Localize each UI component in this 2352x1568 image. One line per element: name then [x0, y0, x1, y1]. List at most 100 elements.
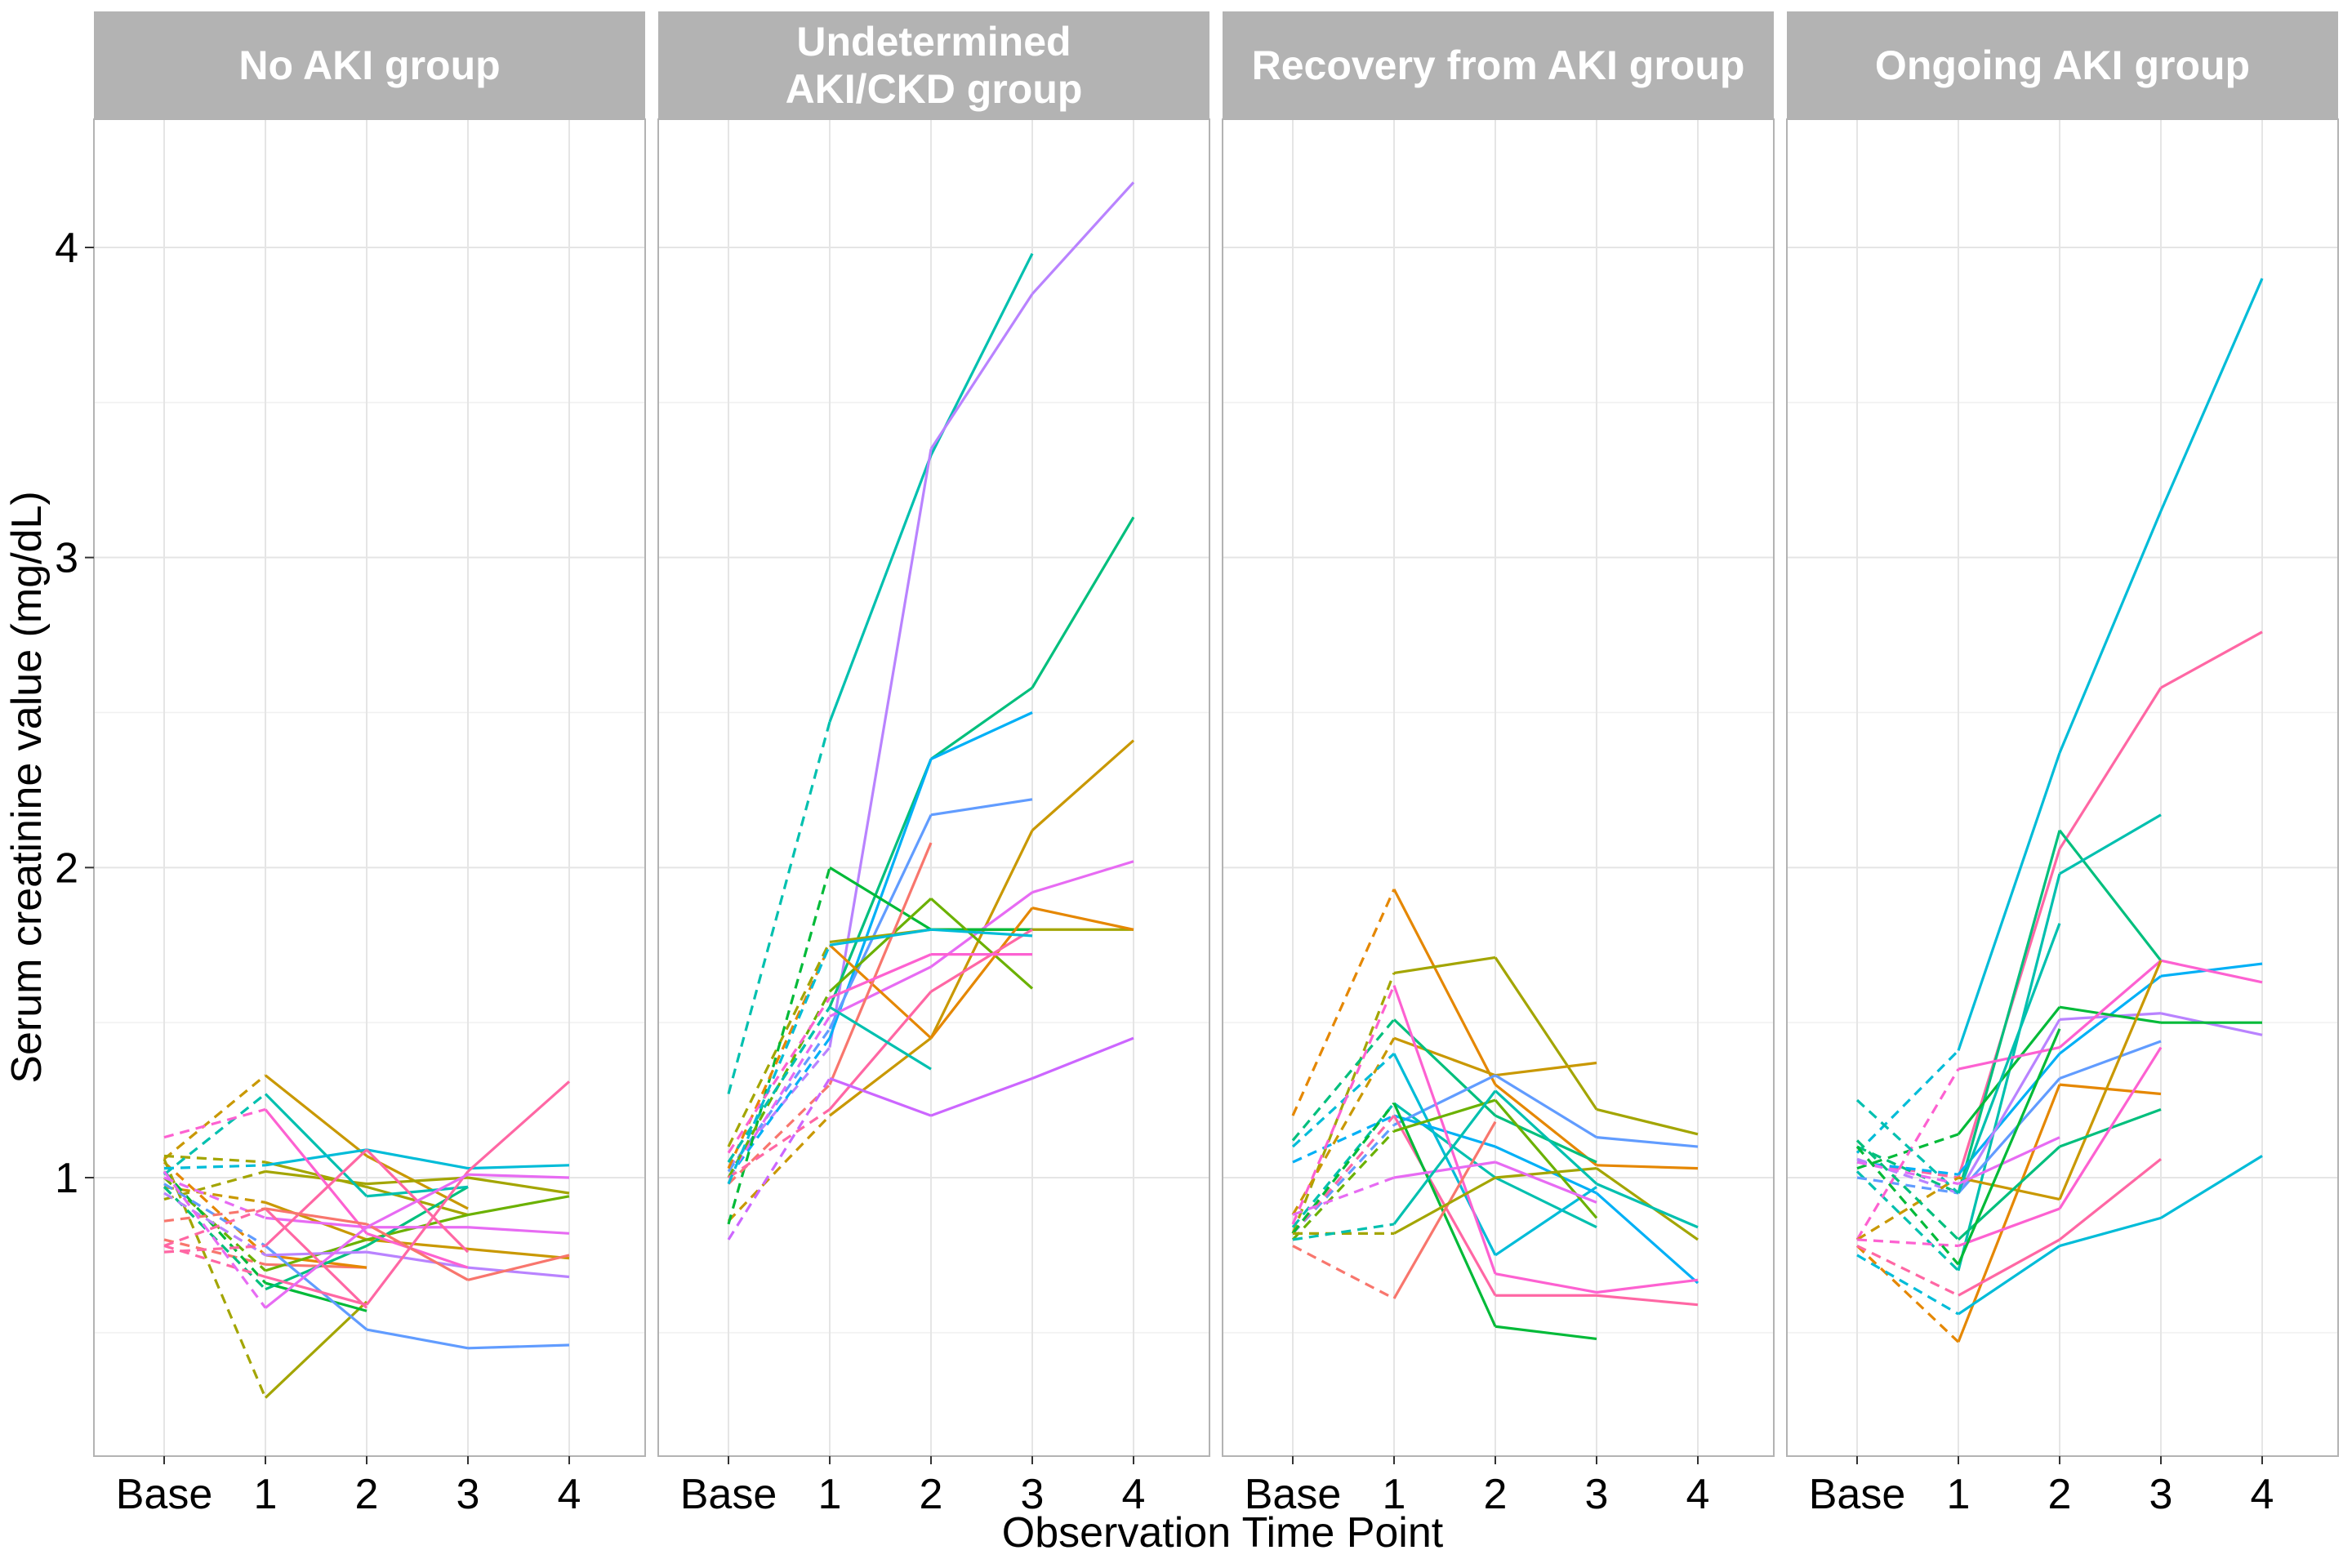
line-segment: [1393, 1160, 1496, 1179]
x-tick-label: 3: [457, 1471, 480, 1518]
dashed-baseline-segment: [727, 1046, 831, 1169]
line-segment: [265, 1238, 368, 1272]
facet-title: Ongoing AKI group: [1875, 42, 2250, 88]
line-segment: [828, 944, 933, 1040]
series-line: [727, 739, 1135, 1223]
series-line: [1291, 889, 1699, 1170]
line-segment: [828, 842, 933, 1085]
dashed-baseline-segment: [727, 941, 831, 1147]
line-segment: [828, 814, 933, 1030]
line-segment: [2059, 813, 2162, 875]
series-line: [1292, 1089, 1699, 1241]
dashed-baseline-segment: [163, 1183, 266, 1247]
line-segment: [828, 991, 933, 1111]
line-segment: [265, 1169, 368, 1186]
line-segment: [930, 928, 1033, 993]
line-segment: [829, 953, 932, 1000]
line-segment: [929, 293, 1034, 450]
line-segment: [1958, 1136, 2060, 1186]
line-segment: [828, 898, 933, 993]
line-segment: [1957, 1018, 2061, 1194]
line-segment: [1957, 752, 2061, 1051]
line-segment: [265, 1250, 368, 1257]
line-segment: [467, 1195, 570, 1217]
dashed-baseline-segment: [1856, 1176, 1959, 1195]
line-segment: [929, 830, 1034, 1039]
line-segment: [1494, 1325, 1597, 1341]
x-tick-label: 1: [254, 1471, 278, 1518]
series-line: [727, 181, 1135, 1169]
series-line: [1291, 1098, 1598, 1241]
line-segment: [1958, 1207, 2060, 1248]
line-segment: [366, 1186, 469, 1247]
line-segment: [265, 1281, 368, 1312]
line-segment: [1494, 1176, 1597, 1229]
series-line: [727, 1005, 932, 1163]
x-tick-label: Base: [1245, 1471, 1342, 1518]
x-tick-label: 4: [2251, 1471, 2274, 1518]
line-segment: [264, 1300, 368, 1399]
series-line: [1855, 923, 2061, 1195]
y-axis-title: Serum creatinine value (mg/dL): [3, 491, 51, 1083]
y-tick-label: 3: [55, 535, 78, 582]
dashed-baseline-segment: [1291, 1129, 1396, 1241]
line-segment: [1393, 956, 1496, 975]
line-segment: [829, 1077, 932, 1117]
dashed-baseline-segment: [163, 1170, 267, 1285]
line-segment: [1958, 1238, 2060, 1297]
dashed-baseline-segment: [727, 1006, 831, 1163]
panel-background: [1223, 119, 1774, 1456]
dashed-baseline-segment: [1856, 1145, 1959, 1195]
line-segment: [366, 1328, 469, 1350]
series-line: [163, 1183, 570, 1350]
line-segment: [366, 1176, 469, 1186]
x-tick-label: 2: [920, 1471, 943, 1518]
line-segment: [1393, 1098, 1496, 1133]
line-segment: [929, 898, 1034, 990]
line-segment: [828, 758, 933, 1008]
series-line: [1856, 960, 2163, 1241]
line-segment: [1596, 1167, 1699, 1241]
line-segment: [1031, 181, 1135, 296]
panel-4: Ongoing AKI group Base 1 2 3 4: [1786, 11, 2339, 1518]
line-segment: [264, 1148, 368, 1247]
dashed-baseline-segment: [163, 1207, 266, 1248]
dashed-baseline-segment: [1855, 1139, 1960, 1241]
y-tick-label: 4: [55, 225, 78, 272]
dashed-baseline-segment: [1291, 984, 1396, 1225]
line-segment: [366, 1155, 469, 1210]
x-tick-label: Base: [1809, 1471, 1906, 1518]
x-tick-label: Base: [680, 1471, 777, 1518]
dashed-baseline-segment: [163, 1158, 267, 1399]
line-segment: [2058, 960, 2163, 1049]
line-segment: [2058, 829, 2163, 962]
line-segment: [2059, 1216, 2162, 1248]
dashed-baseline-segment: [163, 1154, 266, 1164]
panel-3: Recovery from AKI group Base 1 2 3 4: [1222, 11, 1775, 1518]
line-segment: [2059, 1083, 2162, 1096]
line-segment: [1596, 1107, 1699, 1136]
panel-2: Undetermined AKI/CKD group Base 1 2 3 4: [657, 11, 1210, 1518]
line-segment: [1494, 1160, 1597, 1204]
facet-strip: [1223, 11, 1774, 119]
line-segment: [1957, 1077, 2061, 1195]
series-line: [727, 928, 1033, 1185]
line-segment: [264, 1093, 368, 1197]
line-segment: [930, 711, 1033, 760]
line-segment: [929, 906, 1034, 1040]
line-segment: [2059, 1012, 2162, 1021]
series-line: [1291, 1102, 1597, 1341]
line-segment: [930, 928, 1033, 938]
line-segment: [1595, 1192, 1699, 1285]
line-segment: [1392, 1089, 1497, 1225]
series-line: [163, 1170, 368, 1312]
line-segment: [467, 1173, 570, 1179]
series-line: [163, 1148, 570, 1170]
series-line: [163, 1093, 469, 1198]
dashed-baseline-segment: [1291, 1102, 1396, 1235]
line-segment: [265, 1226, 368, 1309]
line-segment: [1494, 1272, 1597, 1294]
dashed-baseline-segment: [1292, 1245, 1395, 1300]
dashed-baseline-segment: [163, 1164, 266, 1170]
